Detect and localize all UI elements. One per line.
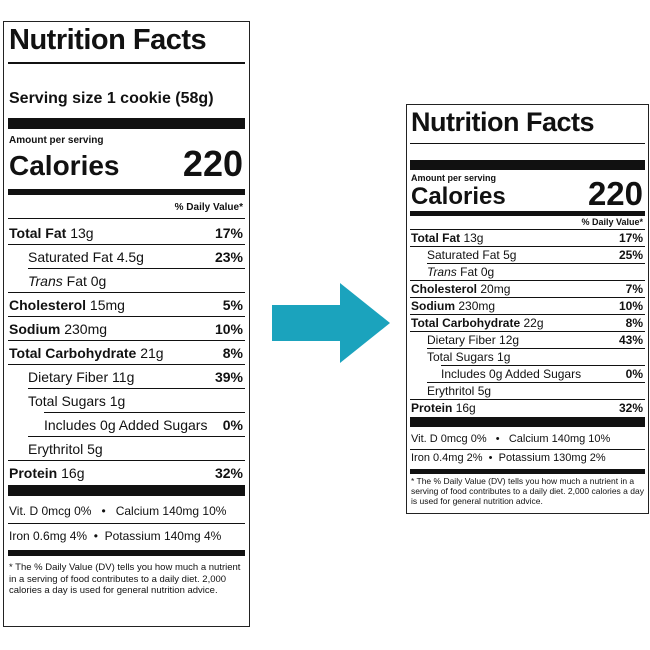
nutrient-row: Dietary Fiber 12g [427,333,520,347]
serving-size: Serving size 1 cookie (58g) [9,90,214,107]
nutrient-dv: 10% [214,321,243,337]
vitamin-row: Vit. D 0mcg 0% • Calcium 140mg 10% [9,504,227,518]
divider [410,399,645,400]
amount-per-serving: Amount per serving [9,135,104,146]
medium-divider [8,189,245,195]
nutrient-row: Total Fat 13g [9,225,94,241]
nutrient-dv: 7% [625,282,643,296]
thick-divider [410,417,645,427]
divider [8,316,245,317]
amount-per-serving: Amount per serving [411,173,497,183]
nutrient-row: Protein 16g [9,465,85,481]
divider [410,280,645,281]
calories-label: Calories [411,183,506,210]
divider [427,382,645,383]
nutrient-row: Total Carbohydrate 22g [411,316,544,330]
divider [427,348,645,349]
nutrient-dv: 32% [214,465,243,481]
nutrient-dv: 32% [618,401,643,415]
divider [410,449,645,450]
divider [8,364,245,365]
divider [28,388,245,389]
nutrient-dv: 39% [214,369,243,385]
calories-value: 220 [182,143,243,184]
nutrient-row: Protein 16g [411,401,476,415]
divider [28,268,245,269]
divider [8,292,245,293]
calories-value: 220 [587,175,643,212]
thick-divider [8,485,245,496]
divider [8,218,245,219]
nutrient-row: Cholesterol 20mg [411,282,511,296]
nutrient-row: Saturated Fat 4.5g [28,249,144,265]
divider [410,297,645,298]
thick-divider [8,118,245,129]
divider [410,246,645,247]
thick-divider [410,160,645,170]
nutrient-row: Includes 0g Added Sugars [441,367,582,381]
nutrient-row: Erythritol 5g [427,384,492,398]
nutrient-dv: 23% [214,249,243,265]
nutrient-row: Cholesterol 15mg [9,297,125,313]
nutrient-row: Trans Fat 0g [28,273,107,289]
divider [8,244,245,245]
nutrition-label-original: Nutrition Facts Serving size 1 cookie (5… [3,21,250,627]
nutrient-dv: 17% [618,231,643,245]
footnote: * The % Daily Value (DV) tells you how m… [9,562,241,596]
divider [8,62,245,64]
divider [427,263,645,264]
medium-divider [410,469,645,474]
nutrient-row: Sodium 230mg [9,321,108,337]
nutrient-row: Trans Fat 0g [427,265,495,279]
vitamin-row: Iron 0.4mg 2% • Potassium 130mg 2% [411,452,606,464]
nutrient-row: Sodium 230mg [411,299,496,313]
calories-label: Calories [9,150,120,181]
divider [28,436,245,437]
nutrient-dv: 8% [222,345,243,361]
divider [441,365,645,366]
nutrient-row: Total Fat 13g [411,231,484,245]
label-title: Nutrition Facts [411,107,595,137]
nutrient-row: Total Carbohydrate 21g [9,345,164,361]
nutrient-row: Total Sugars 1g [427,350,511,364]
label-title: Nutrition Facts [9,24,207,56]
vitamin-row: Vit. D 0mcg 0% • Calcium 140mg 10% [411,433,611,445]
divider [410,331,645,332]
nutrient-dv: 10% [618,299,643,313]
dv-header: % Daily Value* [174,202,243,213]
nutrient-dv: 0% [222,417,243,433]
nutrient-dv: 8% [625,316,643,330]
nutrient-dv: 5% [222,297,243,313]
divider [8,340,245,341]
footnote: * The % Daily Value (DV) tells you how m… [411,476,644,506]
nutrient-row: Dietary Fiber 11g [28,369,135,385]
divider [410,229,645,230]
divider [410,314,645,315]
nutrient-dv: 17% [214,225,243,241]
nutrient-row: Includes 0g Added Sugars [44,417,208,433]
vitamin-row: Iron 0.6mg 4% • Potassium 140mg 4% [9,529,222,543]
divider [44,412,245,413]
dv-header: % Daily Value* [581,217,643,227]
nutrient-dv: 43% [618,333,643,347]
arrow-right-icon [272,283,390,363]
divider [410,143,645,144]
medium-divider [8,550,245,556]
divider [8,460,245,461]
nutrient-dv: 0% [625,367,643,381]
nutrient-row: Erythritol 5g [28,441,103,457]
nutrition-label-new: Nutrition Facts Amount per serving Calor… [406,104,649,514]
nutrient-row: Total Sugars 1g [28,393,126,409]
divider [8,523,245,524]
nutrient-row: Saturated Fat 5g [427,248,517,262]
nutrient-dv: 25% [618,248,643,262]
medium-divider [410,211,645,216]
